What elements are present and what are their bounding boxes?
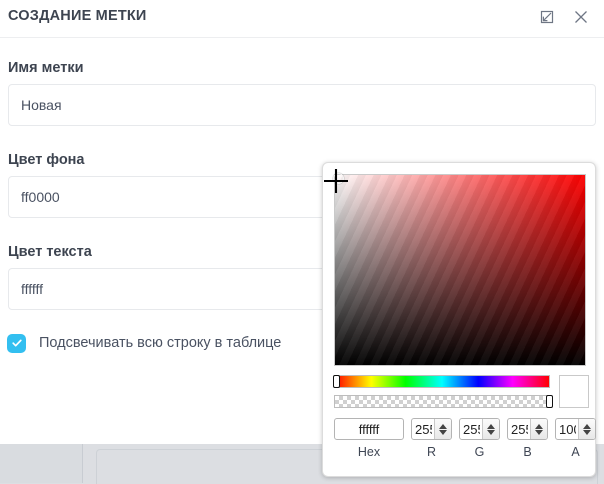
alpha-input-wrap[interactable] [555,418,596,440]
highlight-row-checkbox-row[interactable]: Подсвечивать всю строку в таблице [0,332,604,354]
saturation-value-pointer[interactable] [333,173,344,184]
red-input-wrap[interactable] [411,418,452,440]
hue-slider-handle[interactable] [333,375,340,388]
background-color-field-label: Цвет фона [8,152,85,168]
spin-up-icon[interactable] [583,423,591,429]
spin-up-icon[interactable] [439,423,447,429]
checkmark-icon [11,339,22,347]
hex-input[interactable] [335,419,403,439]
saturation-value-dither [335,175,585,365]
close-glyph [575,11,587,23]
alpha-input[interactable] [556,419,578,439]
color-preview-swatch [559,375,589,408]
close-icon[interactable] [568,4,594,30]
saturation-value-area[interactable] [333,173,586,366]
text-color-field-label: Цвет текста [8,244,92,260]
color-picker-popover[interactable]: Hex R G [322,162,596,477]
spin-down-icon[interactable] [487,429,495,435]
spin-up-icon[interactable] [535,423,543,429]
restore-window-glyph [540,10,554,24]
hue-slider[interactable] [333,375,550,388]
red-input-cell: R [411,418,452,459]
blue-input[interactable] [508,419,530,439]
alpha-caption: A [571,445,580,459]
spin-down-icon[interactable] [439,429,447,435]
green-caption: G [474,445,485,459]
label-name-input[interactable] [8,84,596,126]
header-divider [0,37,604,38]
alpha-slider-handle[interactable] [546,395,553,408]
restore-window-icon[interactable] [534,4,560,30]
name-field-label: Имя метки [8,60,84,76]
green-spinner[interactable] [482,419,499,439]
highlight-row-label: Подсвечивать всю строку в таблице [39,335,282,351]
green-input[interactable] [460,419,482,439]
hex-input-wrap[interactable] [334,418,404,440]
highlight-row-checkbox[interactable] [7,333,26,353]
red-input[interactable] [412,419,434,439]
alpha-input-cell: A [555,418,596,459]
blue-input-wrap[interactable] [507,418,548,440]
spin-down-icon[interactable] [535,429,543,435]
dialog-header: СОЗДАНИЕ МЕТКИ [0,0,604,38]
spin-up-icon[interactable] [487,423,495,429]
color-value-inputs: Hex R G [334,418,596,459]
red-spinner[interactable] [434,419,451,439]
alpha-slider[interactable] [334,395,553,408]
blue-spinner[interactable] [530,419,547,439]
hex-caption: Hex [357,445,381,459]
page-left-column [0,443,83,483]
hex-input-cell: Hex [334,418,404,459]
red-caption: R [426,445,437,459]
green-input-wrap[interactable] [459,418,500,440]
alpha-spinner[interactable] [578,419,595,439]
green-input-cell: G [459,418,500,459]
spin-down-icon[interactable] [583,429,591,435]
blue-input-cell: B [507,418,548,459]
dialog-title: СОЗДАНИЕ МЕТКИ [8,8,147,24]
blue-caption: B [523,445,532,459]
